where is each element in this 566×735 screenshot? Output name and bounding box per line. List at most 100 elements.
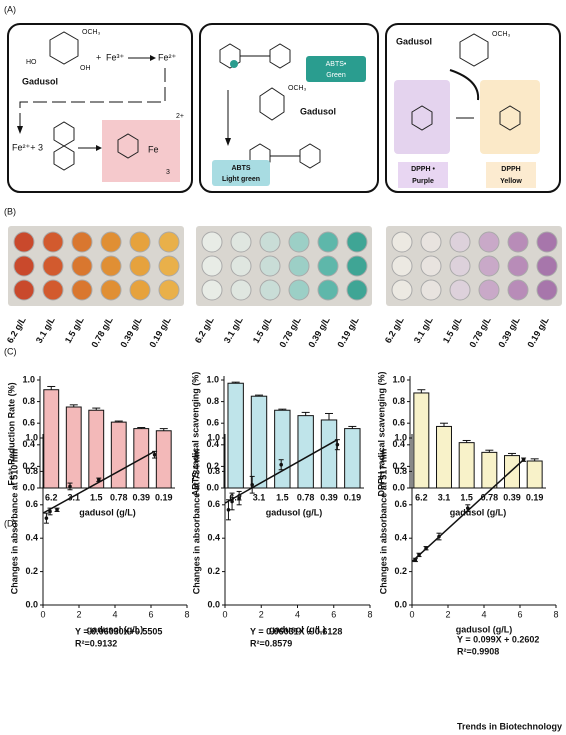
concentration-label: 6.2 g/L [383,315,406,345]
equation: Y = 0.06031X + 0.6128 [250,626,342,636]
ring [53,145,75,171]
y-tick-label: 0.6 [206,418,219,428]
x-tick-label: 1.5 [460,492,473,502]
x-tick-label: 6 [331,609,336,619]
y-tick-label: 0.2 [394,566,407,576]
well [13,279,35,301]
y-tick-label: 0.8 [22,396,35,406]
bar [436,425,452,489]
color-label: Purple [412,178,434,185]
count: 3 [166,169,170,176]
charge: 2+ [176,113,184,120]
y-tick-label: 1.0 [207,432,220,442]
r-squared: R²=0.9132 [75,638,117,648]
well [536,231,558,253]
well [129,231,151,253]
well [13,231,35,253]
point [413,558,418,562]
label-box [486,162,536,188]
well [230,231,252,253]
concentration-label: 3.1 g/L [222,315,245,345]
y-tick-label: 0.4 [394,533,407,543]
y-tick-label: 0.4 [207,533,220,543]
panel-label: (B) [4,206,16,216]
x-tick-label: 8 [553,609,558,619]
y-tick-label: 0.0 [394,599,407,609]
y-axis-label: Changes in absorbance at 517 nm [378,449,388,595]
well [507,231,529,253]
dashed-arrow [19,68,166,128]
x-tick-label: 4 [112,609,117,619]
bar [110,421,127,489]
compound-name: Gadusol [22,76,58,86]
arrow-head [225,138,231,146]
well [71,279,93,301]
well [71,231,93,253]
ring [459,33,489,67]
bar [320,419,338,489]
complex-bg [102,120,180,182]
fit-line [224,439,338,504]
y-tick-label: 1.0 [22,374,35,384]
group-label: OCH₃ [288,85,307,92]
x-tick-label: 0 [40,609,45,619]
y-axis-label: Changes in absorbance at 510 nm [9,449,19,595]
well [536,255,558,277]
ring [299,143,321,169]
y-tick-label: 0.6 [392,418,405,428]
point [55,508,59,512]
r-squared: R²=0.8579 [250,638,292,648]
color-label: Green [326,72,346,79]
x-tick-label: 4 [295,609,300,619]
group-label: OCH₃ [82,29,101,36]
well [42,279,64,301]
y-tick-label: 0.6 [394,499,407,509]
x-axis-label: gadusol (g/L) [87,624,144,634]
y-tick-label: 0.4 [22,439,35,449]
y-tick-label: 0.0 [206,482,219,492]
x-tick-label: 0.19 [344,492,362,502]
point [226,508,231,512]
y-tick-label: 0.0 [392,482,405,492]
well [288,279,310,301]
well [259,255,281,277]
y-tick-label: 0.2 [206,461,219,471]
bar [297,415,314,489]
group-label: OH [80,65,91,72]
concentration-label: 1.5 g/L [441,315,464,345]
bar [43,389,60,489]
well [259,279,281,301]
group-label: HO [26,59,37,66]
bar [65,406,82,489]
well [100,255,122,277]
well [288,255,310,277]
y-tick-label: 1.0 [392,374,405,384]
y-tick-label: 1.0 [206,374,219,384]
well [391,279,413,301]
bar [458,442,475,489]
point [521,457,526,462]
x-tick-label: 0.19 [155,492,173,502]
bar [250,395,268,489]
y-tick-label: 0.4 [206,439,219,449]
bar [413,392,430,489]
compound-name: Gadusol [396,36,432,46]
x-tick-label: 6 [148,609,153,619]
x-tick-label: 6.2 [45,492,58,502]
well [391,231,413,253]
y-tick-label: 0.8 [394,466,407,476]
well [507,255,529,277]
y-tick-label: 0.2 [25,566,38,576]
point [437,534,441,539]
fit-line [42,450,155,514]
x-tick-label: 2 [445,609,450,619]
well [158,279,180,301]
arrow-head [150,55,156,61]
well [346,231,368,253]
compound-bg [394,80,450,154]
bar [526,460,543,489]
x-tick-label: 0 [409,609,414,619]
y-tick-label: 0.6 [22,418,35,428]
concentration-label: 6.2 g/L [193,315,216,345]
